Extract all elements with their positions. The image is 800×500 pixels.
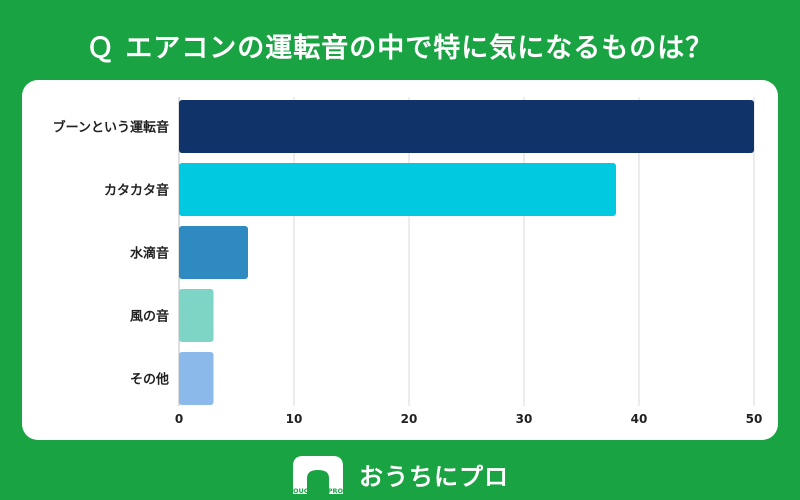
category-label: ブーンという運転音 [53,120,169,136]
x-tick-label: 10 [286,412,303,426]
category-label: カタカタ音 [104,183,169,199]
bar [179,100,754,153]
bar [179,352,214,405]
bar [179,163,616,216]
logo-text: OUCHI ni PRO [293,487,344,495]
bar [179,226,248,279]
category-label: その他 [130,372,169,388]
category-label: 水滴音 [130,246,169,262]
house-logo-icon: OUCHI ni PRO [293,456,344,495]
chart-title: Ｑ エアコンの運転音の中で特に気になるものは？ [86,33,714,64]
footer: OUCHI ni PRO おうちにプロ [0,448,800,500]
x-tick-label: 20 [401,412,418,426]
x-tick-label: 0 [175,412,183,426]
chart-panel: ブーンという運転音カタカタ音水滴音風の音その他 0 10 20 30 40 50 [22,80,778,440]
category-label: 風の音 [130,309,169,325]
x-tick-label: 50 [746,412,763,426]
brand-name: おうちにプロ [359,462,509,491]
x-tick-label: 30 [516,412,533,426]
x-tick-label: 40 [631,412,648,426]
bar [179,289,214,342]
